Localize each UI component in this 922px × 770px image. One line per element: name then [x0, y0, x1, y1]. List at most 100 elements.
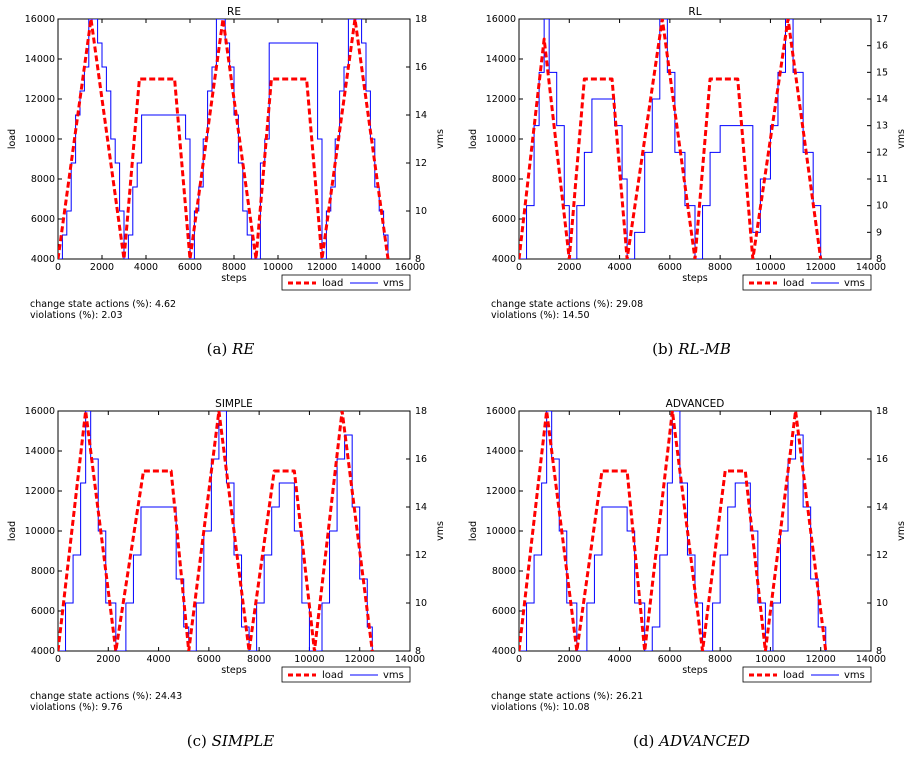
y2-tick-label: 10: [415, 206, 427, 217]
y2-tick-label: 13: [876, 121, 888, 132]
x-tick-label: 14000: [351, 262, 381, 273]
legend-vms-label: vms: [383, 670, 404, 681]
x-tick-label: 6000: [658, 262, 682, 273]
y2-tick-label: 17: [876, 14, 888, 25]
legend-vms-label: vms: [844, 278, 865, 289]
y2-tick-label: 12: [415, 550, 427, 561]
y-axis-label: load: [468, 521, 479, 541]
x-tick-label: 2000: [557, 262, 581, 273]
legend-box: [281, 666, 411, 683]
y2-axis-label: vms: [435, 521, 446, 541]
y2-tick-label: 12: [876, 147, 888, 158]
y-tick-label: 14000: [486, 446, 516, 457]
legend-box: [281, 274, 411, 291]
y2-axis-label: vms: [896, 521, 907, 541]
chart-stats: change state actions (%): 4.62 violation…: [30, 299, 176, 321]
y-tick-label: 12000: [25, 486, 55, 497]
change-state-actions: change state actions (%): 4.62: [30, 299, 177, 310]
plot-area: [57, 18, 411, 260]
x-tick-label: 0: [516, 262, 522, 273]
y-tick-label: 6000: [31, 606, 55, 617]
y-tick-label: 8000: [492, 566, 516, 577]
y-tick-label: 16000: [486, 14, 516, 25]
chart-advanced: ADVANCED 0 2000 4000 6000 8000 10000 12000 14000…: [468, 398, 907, 683]
x-tick-label: 14000: [856, 262, 886, 273]
y2-tick-label: 8: [876, 646, 882, 657]
change-state-actions: change state actions (%): 24.43: [30, 691, 183, 702]
plot-area: [518, 410, 872, 652]
x-tick-label: 10000: [263, 262, 293, 273]
x-tick-label: 0: [55, 654, 61, 665]
chart-title: RL: [688, 6, 701, 18]
y2-tick-label: 14: [876, 94, 888, 105]
x-tick-label: 2000: [557, 654, 581, 665]
y2-tick-label: 14: [415, 110, 427, 121]
chart-legend: load vms: [742, 666, 872, 683]
x-tick-label: 4000: [134, 262, 158, 273]
y-tick-label: 12000: [486, 94, 516, 105]
x-tick-label: 8000: [247, 654, 271, 665]
legend-load-label: load: [322, 278, 343, 289]
chart-rl: RL 0 2000 4000 6000 8000 10000 12000 14000 4000 60…: [468, 6, 907, 291]
x-tick-label: 6000: [197, 654, 221, 665]
x-tick-label: 12000: [806, 654, 836, 665]
x-axis-label: steps: [221, 273, 247, 284]
caption-name: RE: [232, 340, 255, 358]
y2-tick-label: 16: [415, 454, 427, 465]
y-tick-label: 10000: [486, 134, 516, 145]
y2-tick-label: 10: [415, 598, 427, 609]
x-tick-label: 4000: [607, 654, 631, 665]
y-tick-label: 4000: [492, 646, 516, 657]
chart-panel-rl: RL 0 2000 4000 6000 8000 10000 12000 14000 4000 60…: [461, 0, 922, 378]
x-tick-label: 6000: [178, 262, 202, 273]
y2-tick-label: 16: [876, 41, 888, 52]
x-axis-label: steps: [221, 665, 247, 676]
chart-re: RE 0 2000 4000 6000 8000 10000 12000 14000 16000 4…: [7, 6, 446, 291]
figure-caption: (a) RE: [0, 340, 461, 358]
caption-label: (d): [633, 732, 655, 750]
y-tick-label: 10000: [25, 526, 55, 537]
violations: violations (%): 2.03: [30, 310, 123, 321]
x-tick-label: 0: [55, 262, 61, 273]
caption-name: SIMPLE: [211, 732, 275, 750]
y2-tick-label: 12: [415, 158, 427, 169]
chart-simple: SIMPLE 0 2000 4000 6000 8000 10000 12000 14000 40…: [7, 398, 446, 683]
chart-panel-simple: SIMPLE 0 2000 4000 6000 8000 10000 12000 14000 40…: [0, 392, 461, 770]
x-tick-label: 8000: [708, 262, 732, 273]
y-tick-label: 4000: [31, 646, 55, 657]
y-tick-label: 12000: [25, 94, 55, 105]
violations: violations (%): 9.76: [30, 702, 123, 713]
y-tick-label: 14000: [25, 54, 55, 65]
y2-tick-label: 9: [876, 227, 882, 238]
figure-caption: (d) ADVANCED: [461, 732, 922, 750]
chart-stats: change state actions (%): 29.08 violatio…: [491, 299, 643, 321]
chart-legend: load vms: [281, 274, 411, 291]
change-state-actions: change state actions (%): 29.08: [491, 299, 644, 310]
x-tick-label: 16000: [395, 262, 425, 273]
caption-label: (a): [206, 340, 228, 358]
legend-load-label: load: [783, 278, 804, 289]
y-tick-label: 8000: [31, 566, 55, 577]
y2-tick-label: 18: [415, 14, 427, 25]
violations: violations (%): 10.08: [491, 702, 590, 713]
figure-caption: (b) RL-MB: [461, 340, 922, 358]
y-tick-label: 6000: [31, 214, 55, 225]
y2-axis-label: vms: [896, 129, 907, 149]
x-tick-label: 2000: [96, 654, 120, 665]
y-tick-label: 8000: [31, 174, 55, 185]
y-tick-label: 6000: [492, 214, 516, 225]
legend-vms-label: vms: [383, 278, 404, 289]
y-tick-label: 14000: [25, 446, 55, 457]
y-tick-label: 12000: [486, 486, 516, 497]
y2-axis-label: vms: [435, 129, 446, 149]
x-tick-label: 10000: [755, 262, 785, 273]
y2-tick-label: 8: [876, 254, 882, 265]
y2-tick-label: 14: [415, 502, 427, 513]
y-axis-label: load: [468, 129, 479, 149]
chart-legend: load vms: [281, 666, 411, 683]
x-tick-label: 14000: [395, 654, 425, 665]
y-axis-label: load: [7, 129, 18, 149]
change-state-actions: change state actions (%): 26.21: [491, 691, 644, 702]
y-tick-label: 6000: [492, 606, 516, 617]
y2-tick-label: 10: [876, 598, 888, 609]
